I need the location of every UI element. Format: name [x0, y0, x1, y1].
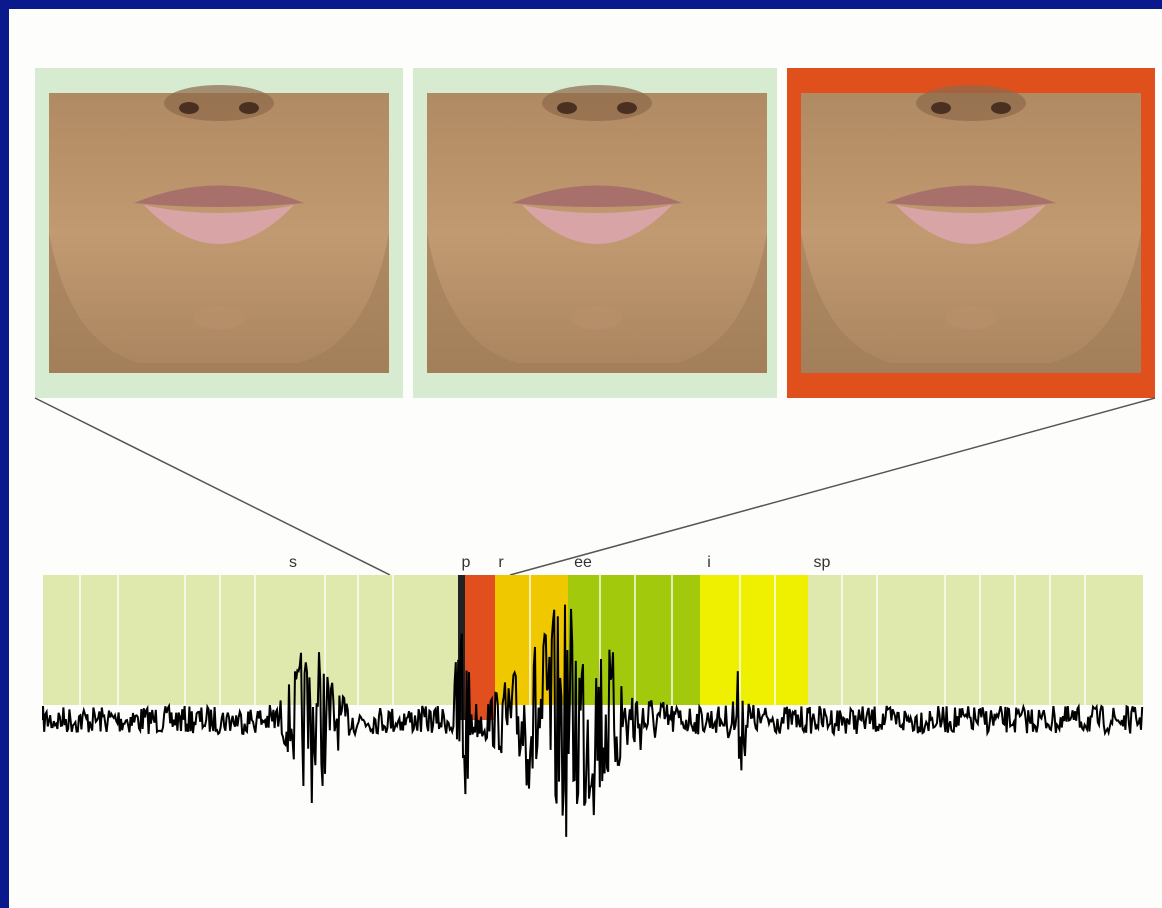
- phoneme-label: ee: [574, 554, 592, 571]
- phoneme-label: s: [289, 554, 297, 571]
- mouth-image: [801, 85, 1141, 373]
- page: s p r ee i sp (() => { const data = JSON…: [0, 0, 1162, 908]
- phoneme-label: p: [462, 554, 471, 571]
- phoneme-label: sp: [814, 554, 831, 571]
- figure: s p r ee i sp: [0, 0, 1162, 908]
- phoneme-band: [43, 575, 1143, 720]
- segment: [700, 575, 808, 705]
- segment: [43, 575, 458, 705]
- connector-line: [35, 398, 390, 575]
- segment: [808, 575, 1143, 705]
- connector-line: [510, 398, 1155, 575]
- phoneme-label: i: [707, 554, 711, 571]
- mouth-image: [427, 85, 767, 373]
- phoneme-label: r: [498, 554, 504, 571]
- mouth-image: [49, 85, 389, 373]
